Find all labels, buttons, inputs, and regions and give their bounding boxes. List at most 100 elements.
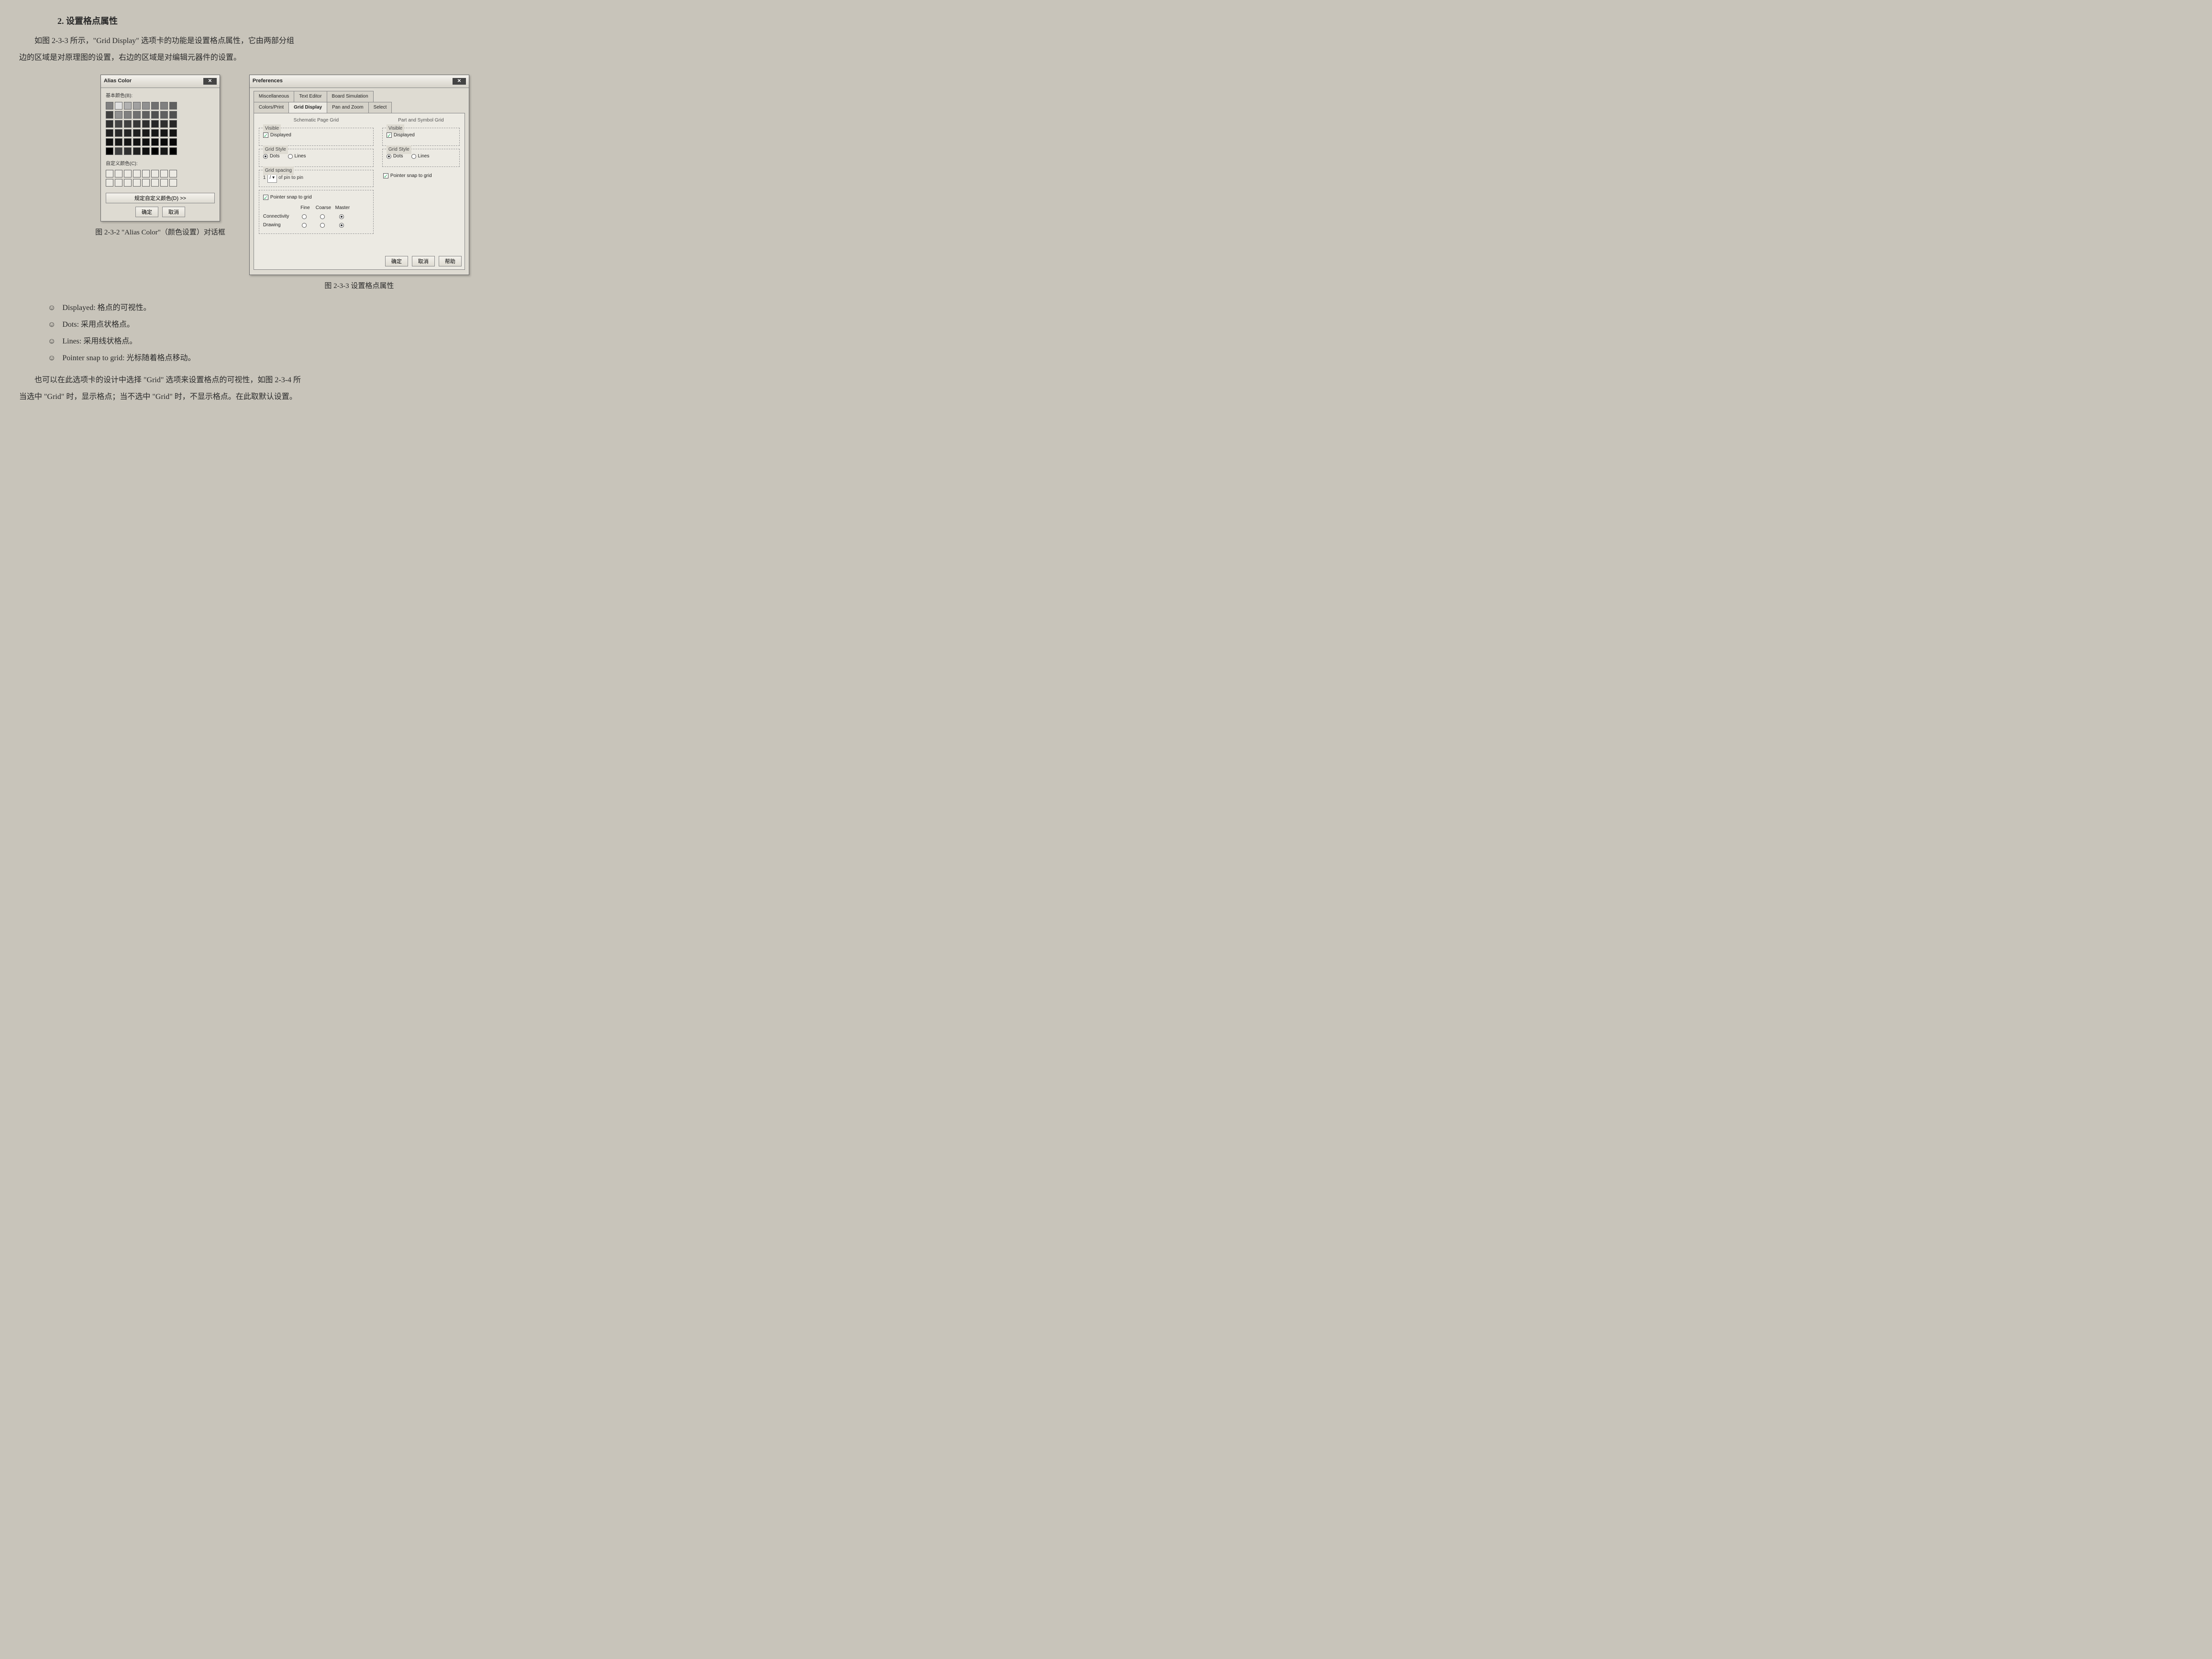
color-swatch[interactable] (106, 147, 113, 155)
color-swatch[interactable] (133, 120, 141, 128)
color-swatch[interactable] (142, 147, 150, 155)
radio-icon[interactable] (339, 223, 344, 228)
color-swatch[interactable] (160, 111, 168, 119)
color-swatch[interactable] (160, 120, 168, 128)
color-swatch[interactable] (124, 111, 132, 119)
ok-button[interactable]: 确定 (135, 207, 158, 217)
radio-icon[interactable] (339, 214, 344, 219)
color-swatch[interactable] (151, 129, 159, 137)
color-swatch[interactable] (133, 170, 141, 177)
color-swatch[interactable] (151, 111, 159, 119)
tab-colors-print[interactable]: Colors/Print (254, 102, 289, 113)
define-custom-button[interactable]: 规定自定义颜色(D) >> (106, 193, 215, 203)
tab-pan-zoom[interactable]: Pan and Zoom (327, 102, 369, 113)
bullet-text: Displayed: 格点的可视性。 (62, 301, 151, 315)
color-swatch[interactable] (169, 120, 177, 128)
color-swatch[interactable] (142, 120, 150, 128)
color-swatch[interactable] (115, 111, 122, 119)
color-swatch[interactable] (142, 102, 150, 110)
color-swatch[interactable] (106, 179, 113, 187)
visible-group: Visible Displayed (259, 128, 374, 146)
cancel-button[interactable]: 取消 (412, 256, 435, 266)
color-swatch[interactable] (151, 138, 159, 146)
section-title-right: Part and Symbol Grid (380, 116, 462, 125)
radio-icon[interactable] (320, 214, 325, 219)
color-swatch[interactable] (115, 147, 122, 155)
tab-select[interactable]: Select (368, 102, 392, 113)
tab-text-editor[interactable]: Text Editor (294, 91, 327, 102)
color-swatch[interactable] (169, 179, 177, 187)
color-swatch[interactable] (169, 111, 177, 119)
color-swatch[interactable] (115, 129, 122, 137)
color-swatch[interactable] (106, 120, 113, 128)
color-swatch[interactable] (151, 170, 159, 177)
color-swatch[interactable] (160, 129, 168, 137)
tab-grid-display[interactable]: Grid Display (288, 102, 327, 113)
color-swatch[interactable] (142, 111, 150, 119)
color-swatch[interactable] (160, 102, 168, 110)
lines-radio[interactable]: Lines (288, 152, 306, 161)
color-swatch[interactable] (106, 111, 113, 119)
color-swatch[interactable] (151, 179, 159, 187)
color-swatch[interactable] (142, 138, 150, 146)
radio-icon (387, 154, 391, 159)
section-title-left: Schematic Page Grid (257, 116, 376, 125)
cancel-button[interactable]: 取消 (162, 207, 185, 217)
color-swatch[interactable] (115, 138, 122, 146)
color-swatch[interactable] (115, 120, 122, 128)
custom-colors-label: 自定义颜色(C): (106, 160, 215, 168)
color-swatch[interactable] (133, 179, 141, 187)
color-swatch[interactable] (106, 138, 113, 146)
color-swatch[interactable] (124, 120, 132, 128)
pointer-snap-checkbox[interactable]: Pointer snap to grid (263, 193, 312, 202)
color-swatch[interactable] (124, 147, 132, 155)
color-swatch[interactable] (142, 179, 150, 187)
color-swatch[interactable] (133, 129, 141, 137)
color-swatch[interactable] (169, 170, 177, 177)
color-swatch[interactable] (142, 170, 150, 177)
radio-icon[interactable] (320, 223, 325, 228)
color-swatch[interactable] (151, 102, 159, 110)
color-swatch[interactable] (169, 102, 177, 110)
color-swatch[interactable] (133, 102, 141, 110)
color-swatch[interactable] (115, 179, 122, 187)
color-swatch[interactable] (160, 170, 168, 177)
color-swatch[interactable] (160, 179, 168, 187)
tab-misc[interactable]: Miscellaneous (254, 91, 294, 102)
color-swatch[interactable] (133, 111, 141, 119)
lines-radio-r[interactable]: Lines (411, 152, 430, 161)
close-icon[interactable]: ✕ (203, 78, 217, 85)
color-swatch[interactable] (169, 129, 177, 137)
ok-button[interactable]: 确定 (385, 256, 408, 266)
color-swatch[interactable] (106, 170, 113, 177)
basic-color-grid (106, 102, 215, 155)
color-swatch[interactable] (115, 102, 122, 110)
color-swatch[interactable] (124, 170, 132, 177)
color-swatch[interactable] (133, 138, 141, 146)
color-swatch[interactable] (124, 179, 132, 187)
color-swatch[interactable] (106, 102, 113, 110)
color-swatch[interactable] (124, 102, 132, 110)
figure-caption-2: 图 2-3-3 设置格点属性 (324, 280, 394, 293)
color-swatch[interactable] (142, 129, 150, 137)
close-icon[interactable]: ✕ (453, 78, 466, 85)
color-swatch[interactable] (160, 138, 168, 146)
tab-board-sim[interactable]: Board Simulation (327, 91, 374, 102)
color-swatch[interactable] (124, 138, 132, 146)
color-swatch[interactable] (169, 138, 177, 146)
color-swatch[interactable] (151, 147, 159, 155)
color-swatch[interactable] (115, 170, 122, 177)
help-button[interactable]: 帮助 (439, 256, 462, 266)
grid-spacing-group: Grid spacing 1 / ▾ of pin to pin (259, 170, 374, 187)
pointer-snap-checkbox-r[interactable]: Pointer snap to grid (383, 172, 432, 180)
col-fine: Fine (297, 204, 314, 212)
color-swatch[interactable] (106, 129, 113, 137)
grid-columns: Schematic Page Grid Visible Displayed Gr… (257, 116, 462, 237)
color-swatch[interactable] (169, 147, 177, 155)
color-swatch[interactable] (151, 120, 159, 128)
color-swatch[interactable] (133, 147, 141, 155)
color-swatch[interactable] (160, 147, 168, 155)
radio-icon[interactable] (302, 214, 307, 219)
color-swatch[interactable] (124, 129, 132, 137)
radio-icon[interactable] (302, 223, 307, 228)
